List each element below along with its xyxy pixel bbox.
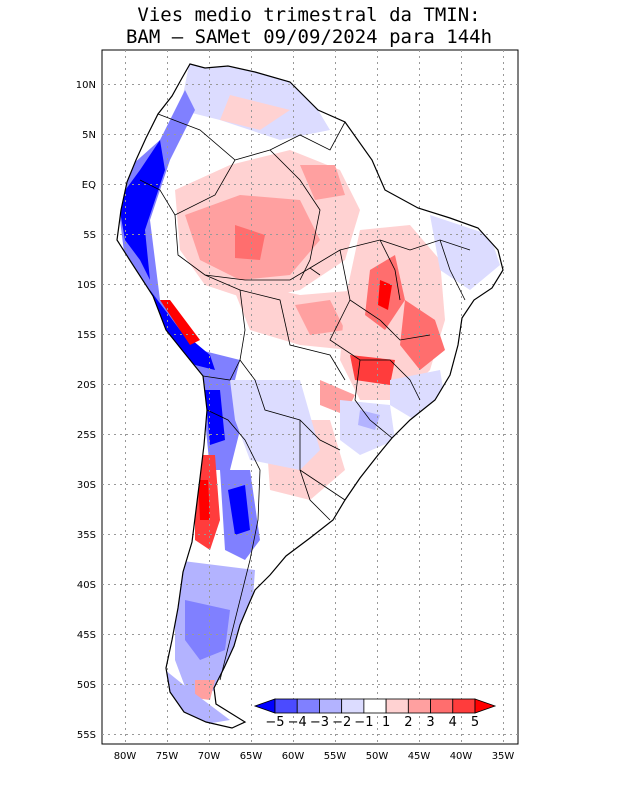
lat-label: 20S — [77, 380, 96, 391]
colorbar-label: 2 — [404, 715, 412, 730]
colorbar-cell — [452, 698, 476, 714]
lon-label: 40W — [450, 751, 473, 762]
lon-label: 45W — [408, 751, 431, 762]
coastline — [116, 63, 504, 729]
lon-label: 60W — [282, 751, 305, 762]
lon-label: 70W — [198, 751, 221, 762]
lat-label: 25S — [77, 430, 96, 441]
lon-label: 50W — [366, 751, 389, 762]
lat-label: 5N — [82, 130, 96, 141]
colorbar-cell — [363, 698, 387, 714]
lat-label: 10N — [76, 80, 96, 91]
lat-label: 15S — [77, 330, 96, 341]
colorbar-cell — [274, 698, 298, 714]
lon-label: 80W — [114, 751, 137, 762]
title-line-2: BAM – SAMet 09/09/2024 para 144h — [125, 26, 493, 48]
colorbar-cell — [407, 698, 431, 714]
lon-label: 35W — [492, 751, 515, 762]
lat-label: 5S — [83, 230, 96, 241]
colorbar-cell — [385, 698, 409, 714]
colorbar-label: 1 — [382, 715, 390, 730]
grid-lines — [102, 50, 518, 744]
lon-label: 55W — [324, 751, 347, 762]
colorbar-label: 5 — [471, 715, 479, 730]
colorbar-label: −5 — [265, 715, 284, 730]
colorbar: −5 −4 −3 −2 −1 1 2 3 4 5 — [253, 698, 497, 730]
colorbar-label: −1 — [354, 715, 373, 730]
lon-label: 65W — [240, 751, 263, 762]
lat-label: EQ — [82, 180, 96, 191]
colorbar-cell — [430, 698, 454, 714]
lat-label: 55S — [77, 730, 96, 741]
colorbar-cell — [474, 698, 497, 714]
colorbar-cell — [319, 698, 343, 714]
title-line-1: Vies medio trimestral da TMIN: — [137, 4, 481, 26]
longitude-labels: 80W 75W 70W 65W 60W 55W 50W 45W 40W 35W — [114, 751, 515, 762]
country-borders — [139, 113, 471, 681]
lat-label: 10S — [77, 280, 96, 291]
lat-label: 40S — [77, 580, 96, 591]
lat-label: 30S — [77, 480, 96, 491]
lat-label: 50S — [77, 680, 96, 691]
colorbar-cell — [341, 698, 365, 714]
colorbar-label: −2 — [332, 715, 351, 730]
latitude-labels: 10N 5N EQ 5S 10S 15S 20S 25S 30S 35S 40S… — [76, 80, 96, 741]
colorbar-label: 3 — [426, 715, 434, 730]
lon-label: 75W — [156, 751, 179, 762]
colorbar-cell — [296, 698, 320, 714]
lat-label: 35S — [77, 530, 96, 541]
colorbar-label: −4 — [288, 715, 307, 730]
lat-label: 45S — [77, 630, 96, 641]
colorbar-label: −3 — [310, 715, 329, 730]
colorbar-label: 4 — [449, 715, 457, 730]
